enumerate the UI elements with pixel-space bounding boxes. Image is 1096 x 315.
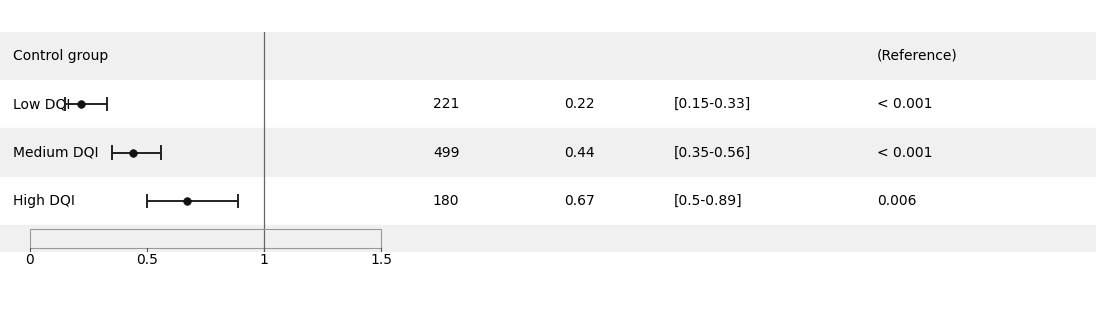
Text: 180: 180 bbox=[433, 194, 459, 208]
Text: 499: 499 bbox=[433, 146, 459, 160]
Text: [0.35-0.56]: [0.35-0.56] bbox=[674, 146, 751, 160]
Bar bbox=[0, 129, 1096, 177]
Text: Control group: Control group bbox=[13, 49, 109, 63]
Text: High DQI: High DQI bbox=[13, 194, 76, 208]
Bar bbox=[30, 229, 381, 248]
Text: 221: 221 bbox=[433, 97, 459, 111]
Bar bbox=[11, 80, 416, 129]
Text: < 0.001: < 0.001 bbox=[877, 146, 933, 160]
Text: Low DQI: Low DQI bbox=[13, 97, 70, 111]
Text: (Reference): (Reference) bbox=[877, 49, 958, 63]
Text: 1: 1 bbox=[260, 253, 269, 267]
Text: 0.22: 0.22 bbox=[564, 97, 595, 111]
Text: 0.5: 0.5 bbox=[136, 253, 158, 267]
Bar bbox=[0, 32, 1096, 80]
Bar bbox=[11, 177, 416, 225]
Text: 0.67: 0.67 bbox=[564, 194, 595, 208]
Text: 0: 0 bbox=[25, 253, 34, 267]
Text: 0.44: 0.44 bbox=[564, 146, 595, 160]
Bar bbox=[0, 80, 1096, 129]
Text: [0.5-0.89]: [0.5-0.89] bbox=[674, 194, 743, 208]
Text: 0.006: 0.006 bbox=[877, 194, 916, 208]
Text: < 0.001: < 0.001 bbox=[877, 97, 933, 111]
Bar bbox=[11, 32, 416, 80]
Text: [0.15-0.33]: [0.15-0.33] bbox=[674, 97, 751, 111]
Text: Medium DQI: Medium DQI bbox=[13, 146, 99, 160]
Bar bbox=[0, 225, 1096, 252]
Bar bbox=[11, 225, 416, 252]
Text: 1.5: 1.5 bbox=[370, 253, 392, 267]
Bar bbox=[11, 129, 416, 177]
Bar bbox=[0, 177, 1096, 225]
